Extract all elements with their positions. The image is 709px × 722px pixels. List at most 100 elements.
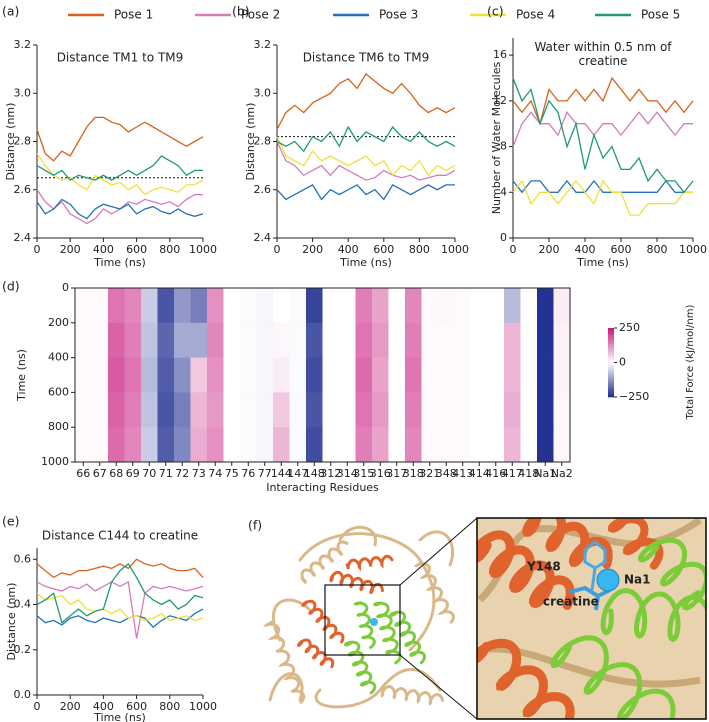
heatmap-cell: [157, 427, 175, 463]
x-tick-label: 416: [485, 467, 506, 480]
x-tick-label: 1000: [189, 700, 217, 713]
x-tick-label: 1000: [679, 243, 707, 256]
heatmap-cell: [339, 392, 356, 428]
heatmap-cell: [421, 392, 439, 428]
heatmap-cell: [174, 357, 191, 393]
legend-label: Pose 4: [516, 8, 555, 22]
y-tick-label: 2.6: [14, 183, 32, 196]
heatmap-cell: [207, 427, 224, 463]
x-axis-label: Time (ns): [93, 256, 146, 269]
loop: [298, 532, 436, 652]
heatmap-cell: [240, 392, 257, 428]
colorbar-step: [608, 329, 614, 332]
heatmap-cell: [223, 392, 241, 428]
colorbar-step: [608, 360, 614, 363]
x-tick-label: 312: [320, 467, 341, 480]
zoom-connector: [399, 517, 478, 586]
heatmap-cell: [537, 322, 554, 358]
heatmap-cell: [306, 288, 323, 324]
heatmap-cell: [421, 288, 439, 324]
y-axis-label: Number of Water Molecules: [490, 62, 503, 215]
heatmap-cell: [75, 427, 92, 463]
series-line: [36, 562, 204, 624]
series-line: [36, 116, 204, 162]
colorbar-step: [608, 348, 614, 351]
x-tick-label: 418: [518, 467, 539, 480]
heatmap-cell: [388, 392, 406, 428]
heatmap-cell: [174, 322, 191, 358]
x-tick-label: 0: [274, 243, 281, 256]
colorbar-step: [608, 331, 614, 334]
heatmap-cell: [108, 288, 125, 324]
heatmap-cell: [75, 322, 92, 358]
x-tick-label: Na1: [534, 467, 556, 480]
x-tick-label: 68: [109, 467, 123, 480]
series-line: [36, 558, 204, 579]
heatmap-cell: [223, 357, 241, 393]
heatmap-cell: [91, 357, 109, 393]
x-tick-label: 73: [192, 467, 206, 480]
heatmap-cell: [372, 392, 389, 428]
heatmap-cell: [553, 357, 571, 393]
x-tick-label: 314: [337, 467, 358, 480]
helix: [380, 684, 444, 706]
colorbar-label: Total Force (kJ/mol/nm): [685, 305, 696, 421]
heatmap-cell: [174, 427, 191, 463]
heatmap-cell: [190, 288, 208, 324]
heatmap-cell: [157, 357, 175, 393]
heatmap-cell: [520, 427, 538, 463]
chart-title-box: Water within 0.5 nm of creatine: [534, 40, 671, 68]
heatmap-cell: [207, 392, 224, 428]
y-tick-label: 3.2: [14, 38, 32, 51]
helix: [343, 640, 377, 695]
series-line: [512, 179, 693, 216]
x-tick-label: 317: [386, 467, 407, 480]
panel-label: (b): [232, 4, 250, 19]
panel-label: (f): [248, 518, 262, 533]
loop: [338, 525, 377, 547]
heatmap-cell: [520, 392, 538, 428]
x-tick-label: 400: [338, 243, 359, 256]
y-tick-label: 0.2: [14, 643, 32, 656]
heatmap-cell: [504, 392, 521, 428]
heatmap-cell: [454, 427, 472, 463]
heatmap-cell: [339, 322, 356, 358]
colorbar-tick-label: −250: [619, 390, 649, 403]
helix: [389, 610, 426, 665]
heatmap-cell: [487, 357, 505, 393]
y-tick-label: 2.4: [14, 231, 32, 244]
heatmap-cell: [256, 392, 274, 428]
heatmap-cell: [124, 288, 142, 324]
heatmap-cell: [157, 322, 175, 358]
colorbar-step: [608, 395, 614, 398]
y-tick-label: 3.2: [254, 38, 272, 51]
heatmap-cell: [322, 427, 340, 463]
heatmap-cell: [372, 427, 389, 463]
heatmap-cell: [388, 427, 406, 463]
panel-label: (e): [2, 514, 19, 529]
helix: [345, 554, 394, 572]
heatmap-cell: [190, 392, 208, 428]
heatmap-cell: [454, 392, 472, 428]
x-tick-label: 144: [271, 467, 292, 480]
helix: [600, 588, 706, 643]
y-tick-label: 600: [48, 385, 69, 398]
heatmap-cell: [388, 322, 406, 358]
x-tick-label: 318: [403, 467, 424, 480]
series-line: [36, 608, 204, 629]
heatmap-cell: [487, 288, 505, 324]
helix: [297, 638, 335, 669]
heatmap-cell: [124, 322, 142, 358]
x-tick-label: Na2: [551, 467, 573, 480]
y-tick-label: 0.4: [14, 598, 32, 611]
heatmap-cell: [339, 357, 356, 393]
heatmap-cell: [322, 288, 340, 324]
colorbar-step: [608, 372, 614, 375]
heatmap-cell: [405, 427, 422, 463]
colorbar-step: [608, 357, 614, 360]
y-tick-label: 4: [500, 185, 507, 198]
x-axis-label: Interacting Residues: [266, 481, 379, 494]
colorbar-step: [608, 359, 614, 362]
series-line: [36, 580, 204, 639]
helix: [637, 537, 706, 611]
